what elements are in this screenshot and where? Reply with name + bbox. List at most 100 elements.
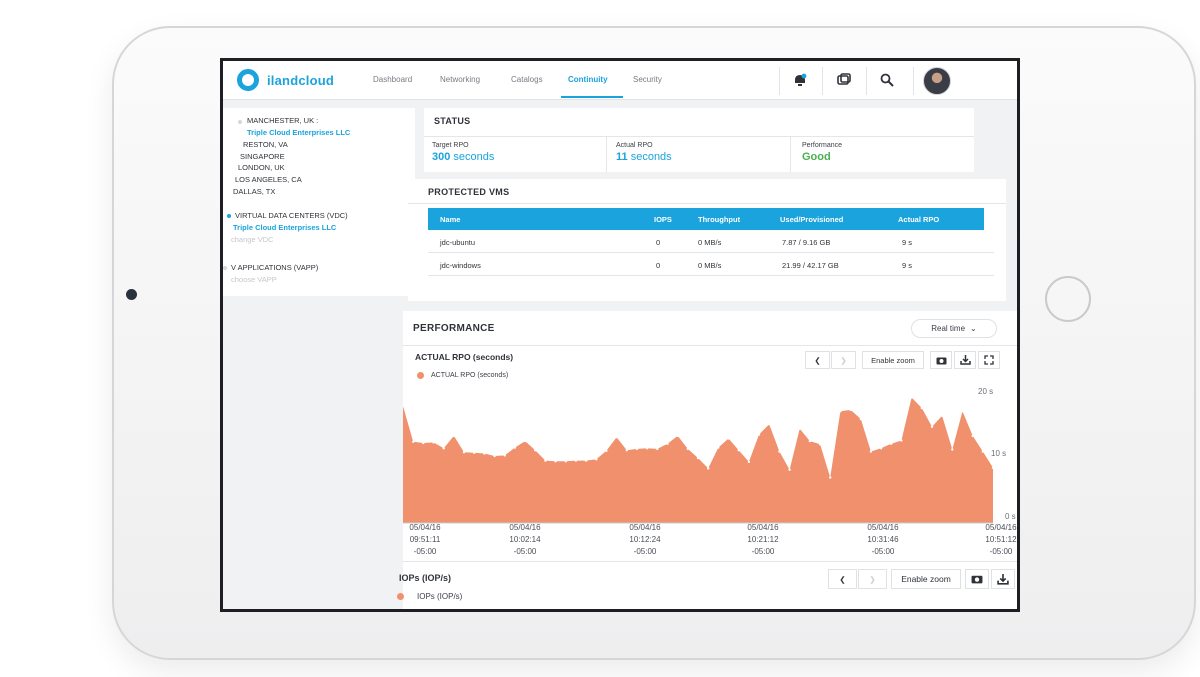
rpo-data-point[interactable] xyxy=(595,458,598,461)
rpo-data-point[interactable] xyxy=(503,454,506,457)
col-used-provisioned[interactable]: Used/Provisioned xyxy=(780,215,844,224)
enable-zoom-button[interactable]: Enable zoom xyxy=(862,351,924,369)
rpo-data-point[interactable] xyxy=(462,451,466,454)
vdc-selected-link[interactable]: Triple Cloud Enterprises LLC xyxy=(233,223,337,232)
rpo-data-point[interactable] xyxy=(564,460,567,463)
time-range-select[interactable]: Real time ⌄ xyxy=(911,319,997,338)
rpo-data-point[interactable] xyxy=(717,446,720,449)
rpo-data-point[interactable] xyxy=(757,433,761,436)
iops-prev-button[interactable]: ❮ xyxy=(828,569,857,589)
rpo-data-point[interactable] xyxy=(666,442,669,445)
site-reston[interactable]: RESTON, VA xyxy=(243,140,288,149)
site-manchester[interactable]: MANCHESTER, UK : xyxy=(247,116,319,125)
rpo-data-point[interactable] xyxy=(930,425,934,428)
chart-next-button[interactable]: ❯ xyxy=(831,351,856,369)
expand-icon[interactable] xyxy=(978,351,1000,369)
rpo-data-point[interactable] xyxy=(961,410,964,413)
iland-logo-icon[interactable] xyxy=(237,69,259,91)
rpo-data-point[interactable] xyxy=(544,459,547,462)
rpo-data-point[interactable] xyxy=(900,439,903,442)
iops-enable-zoom-button[interactable]: Enable zoom xyxy=(891,569,961,589)
rpo-data-point[interactable] xyxy=(432,441,435,444)
download-icon[interactable] xyxy=(954,351,976,369)
rpo-data-point[interactable] xyxy=(493,454,496,458)
rpo-data-point[interactable] xyxy=(991,466,995,469)
rpo-data-point[interactable] xyxy=(605,449,608,452)
messages-icon[interactable] xyxy=(835,71,853,89)
site-london[interactable]: LONDON, UK xyxy=(238,163,285,172)
rpo-data-point[interactable] xyxy=(513,446,517,449)
rpo-data-point[interactable] xyxy=(849,408,852,412)
rpo-data-point[interactable] xyxy=(523,439,527,443)
rpo-data-point[interactable] xyxy=(829,476,832,479)
search-icon[interactable] xyxy=(878,71,896,89)
nav-tab-catalogs[interactable]: Catalogs xyxy=(511,75,543,84)
rpo-data-point[interactable] xyxy=(686,447,689,451)
rpo-data-point[interactable] xyxy=(879,447,883,450)
rpo-data-point[interactable] xyxy=(778,450,781,453)
rpo-data-point[interactable] xyxy=(788,468,791,471)
rpo-data-point[interactable] xyxy=(534,449,537,452)
col-throughput[interactable]: Throughput xyxy=(698,215,741,224)
rpo-data-point[interactable] xyxy=(412,440,415,443)
site-dallas[interactable]: DALLAS, TX xyxy=(233,187,276,196)
site-org-link[interactable]: Triple Cloud Enterprises LLC xyxy=(247,128,351,137)
rpo-data-point[interactable] xyxy=(951,448,954,451)
rpo-data-point[interactable] xyxy=(452,434,456,438)
col-actual-rpo[interactable]: Actual RPO xyxy=(898,215,940,224)
iops-next-button[interactable]: ❯ xyxy=(858,569,887,589)
user-avatar[interactable] xyxy=(923,67,951,95)
rpo-data-point[interactable] xyxy=(473,451,476,454)
rpo-data-point[interactable] xyxy=(584,459,588,462)
nav-tab-dashboard[interactable]: Dashboard xyxy=(373,75,413,84)
rpo-data-point[interactable] xyxy=(768,423,771,426)
rpo-data-point[interactable] xyxy=(656,447,659,451)
rpo-area-series[interactable] xyxy=(403,397,993,524)
rpo-data-point[interactable] xyxy=(554,460,557,463)
rpo-data-point[interactable] xyxy=(727,437,730,440)
rpo-data-point[interactable] xyxy=(971,434,974,438)
nav-tab-security[interactable]: Security xyxy=(633,75,662,84)
camera-icon[interactable] xyxy=(930,351,952,369)
rpo-data-point[interactable] xyxy=(615,436,618,439)
chart-prev-button[interactable]: ❮ xyxy=(805,351,830,369)
iops-camera-icon[interactable] xyxy=(965,569,989,589)
site-los-angeles[interactable]: LOS ANGELES, CA xyxy=(235,175,302,184)
rpo-data-point[interactable] xyxy=(737,449,740,452)
notifications-icon[interactable] xyxy=(791,71,809,89)
rpo-data-point[interactable] xyxy=(940,414,944,417)
rpo-data-point[interactable] xyxy=(645,447,649,450)
table-row[interactable]: jdc-windows 0 0 MB/s 21.99 / 42.17 GB 9 … xyxy=(428,253,994,276)
rpo-data-point[interactable] xyxy=(625,449,628,452)
iops-download-icon[interactable] xyxy=(991,569,1015,589)
rpo-data-point[interactable] xyxy=(403,404,405,408)
rpo-data-point[interactable] xyxy=(676,434,679,438)
rpo-data-point[interactable] xyxy=(442,447,445,450)
rpo-data-point[interactable] xyxy=(818,443,822,446)
rpo-data-point[interactable] xyxy=(869,450,873,453)
change-vdc-link[interactable]: change VDC xyxy=(231,235,274,244)
rpo-data-point[interactable] xyxy=(981,450,984,453)
rpo-data-point[interactable] xyxy=(635,447,639,451)
rpo-data-point[interactable] xyxy=(808,439,812,443)
nav-tab-networking[interactable]: Networking xyxy=(440,75,481,84)
rpo-data-point[interactable] xyxy=(859,417,862,421)
rpo-data-point[interactable] xyxy=(747,460,751,464)
rpo-data-point[interactable] xyxy=(890,442,893,445)
rpo-data-point[interactable] xyxy=(839,410,842,413)
rpo-data-point[interactable] xyxy=(910,396,913,399)
choose-vapp-link[interactable]: choose VAPP xyxy=(231,275,277,284)
site-singapore[interactable]: SINGAPORE xyxy=(240,152,285,161)
rpo-data-point[interactable] xyxy=(483,452,486,455)
rpo-data-point[interactable] xyxy=(707,467,710,470)
rpo-data-point[interactable] xyxy=(574,459,578,462)
col-name[interactable]: Name xyxy=(440,215,461,224)
rpo-data-point[interactable] xyxy=(696,456,700,460)
rpo-data-point[interactable] xyxy=(422,441,425,445)
col-iops[interactable]: IOPS xyxy=(654,215,672,224)
rpo-data-point[interactable] xyxy=(798,427,801,430)
table-row[interactable]: jdc-ubuntu 0 0 MB/s 7.87 / 9.16 GB 9 s xyxy=(428,230,994,253)
iops-legend-label[interactable]: IOPs (IOP/s) xyxy=(417,592,463,601)
rpo-data-point[interactable] xyxy=(920,406,923,410)
rpo-legend-label[interactable]: ACTUAL RPO (seconds) xyxy=(431,372,509,379)
